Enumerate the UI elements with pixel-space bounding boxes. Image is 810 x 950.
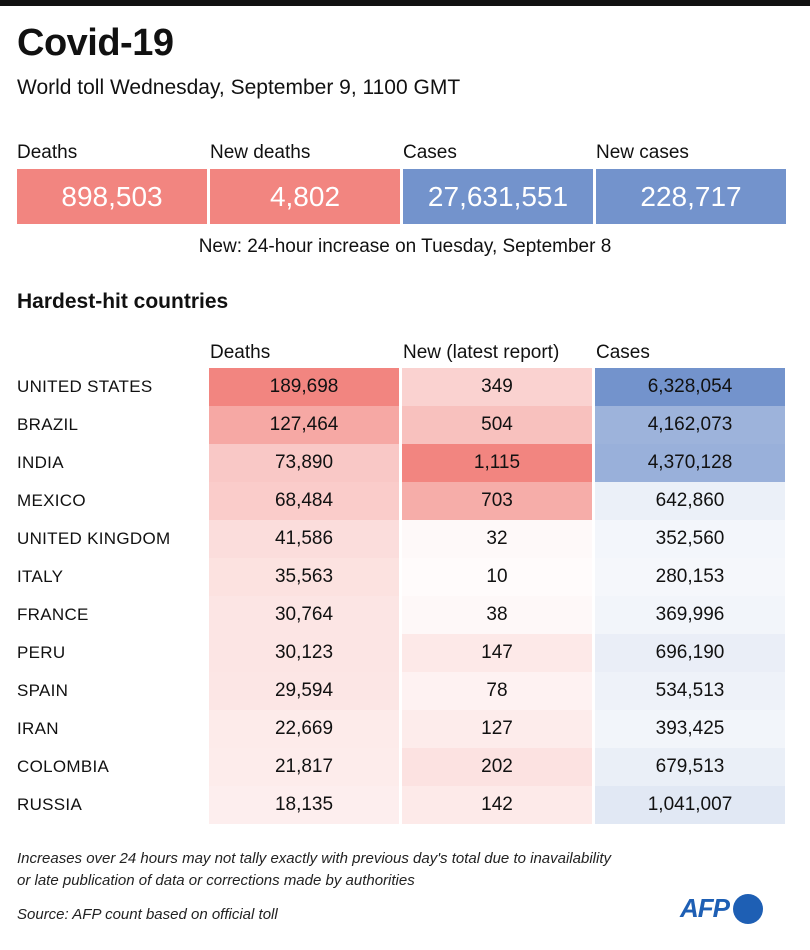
row-label-country: FRANCE	[17, 605, 89, 624]
column-header-new: New (latest report)	[403, 342, 560, 363]
row-label-country: SPAIN	[17, 681, 69, 700]
footer-disclaimer-line-2: or late publication of data or correctio…	[17, 872, 415, 889]
footer-disclaimer-line-1: Increases over 24 hours may not tally ex…	[17, 850, 611, 867]
cell-cases: 280,153	[595, 558, 785, 596]
kpi-deaths-value: 898,503	[17, 169, 207, 224]
cell-cases: 6,328,054	[595, 368, 785, 406]
cell-new: 142	[402, 786, 592, 824]
column-header-cases: Cases	[596, 342, 650, 363]
row-label-country: PERU	[17, 643, 66, 662]
cell-new: 504	[402, 406, 592, 444]
cell-cases: 534,513	[595, 672, 785, 710]
section-title: Hardest-hit countries	[17, 290, 229, 313]
cell-deaths: 35,563	[209, 558, 399, 596]
cell-cases: 679,513	[595, 748, 785, 786]
cell-new: 32	[402, 520, 592, 558]
cell-new: 202	[402, 748, 592, 786]
kpi-new-cases-value: 228,717	[596, 169, 786, 224]
footer-source: Source: AFP count based on official toll	[17, 906, 278, 923]
cell-new: 349	[402, 368, 592, 406]
cell-deaths: 29,594	[209, 672, 399, 710]
afp-logo: AFP	[680, 893, 763, 924]
cell-cases: 393,425	[595, 710, 785, 748]
kpi-new-cases-label: New cases	[596, 142, 689, 163]
row-label-country: ITALY	[17, 567, 64, 586]
cell-cases: 696,190	[595, 634, 785, 672]
afp-globe-icon	[733, 893, 763, 924]
row-label-country: RUSSIA	[17, 795, 83, 814]
cell-cases: 4,162,073	[595, 406, 785, 444]
cell-new: 127	[402, 710, 592, 748]
cell-deaths: 18,135	[209, 786, 399, 824]
cell-deaths: 73,890	[209, 444, 399, 482]
cell-deaths: 30,123	[209, 634, 399, 672]
afp-logo-text: AFP	[680, 893, 730, 923]
cell-deaths: 30,764	[209, 596, 399, 634]
cell-cases: 4,370,128	[595, 444, 785, 482]
cell-cases: 1,041,007	[595, 786, 785, 824]
page-subtitle: World toll Wednesday, September 9, 1100 …	[17, 76, 461, 99]
row-label-country: IRAN	[17, 719, 59, 738]
cell-deaths: 189,698	[209, 368, 399, 406]
kpi-cases-label: Cases	[403, 142, 457, 163]
cell-cases: 642,860	[595, 482, 785, 520]
cell-cases: 369,996	[595, 596, 785, 634]
row-label-country: INDIA	[17, 453, 64, 472]
cell-new: 78	[402, 672, 592, 710]
cell-deaths: 68,484	[209, 482, 399, 520]
kpi-new-deaths-label: New deaths	[210, 142, 311, 163]
cell-new: 147	[402, 634, 592, 672]
row-label-country: BRAZIL	[17, 415, 79, 434]
row-label-country: UNITED KINGDOM	[17, 529, 171, 548]
kpi-deaths-label: Deaths	[17, 142, 78, 163]
column-header-deaths: Deaths	[210, 342, 271, 363]
row-label-country: UNITED STATES	[17, 377, 153, 396]
cell-new: 38	[402, 596, 592, 634]
row-label-country: MEXICO	[17, 491, 86, 510]
kpi-new-deaths-value: 4,802	[210, 169, 400, 224]
top-bar	[0, 0, 810, 6]
page-title: Covid-19	[17, 22, 174, 64]
cell-new: 703	[402, 482, 592, 520]
cell-cases: 352,560	[595, 520, 785, 558]
cell-deaths: 21,817	[209, 748, 399, 786]
cell-new: 1,115	[402, 444, 592, 482]
new-definition-note: New: 24-hour increase on Tuesday, Septem…	[198, 236, 612, 257]
cell-deaths: 22,669	[209, 710, 399, 748]
cell-deaths: 127,464	[209, 406, 399, 444]
cell-new: 10	[402, 558, 592, 596]
cell-deaths: 41,586	[209, 520, 399, 558]
row-label-country: COLOMBIA	[17, 757, 110, 776]
kpi-cases-value: 27,631,551	[403, 169, 593, 224]
